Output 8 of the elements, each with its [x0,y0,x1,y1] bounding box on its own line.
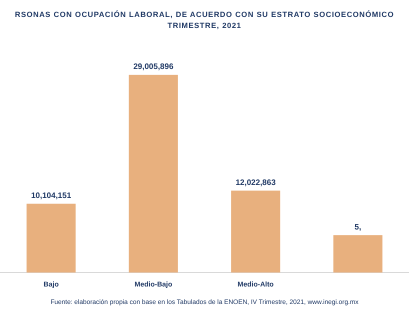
bar [333,235,382,273]
data-label: 10,104,151 [31,190,72,200]
data-label: 29,005,896 [133,62,174,72]
annotation: 5, [354,222,362,232]
bar [128,74,178,273]
bar [231,190,280,273]
data-label: 12,022,863 [236,178,276,187]
bar [26,204,76,273]
